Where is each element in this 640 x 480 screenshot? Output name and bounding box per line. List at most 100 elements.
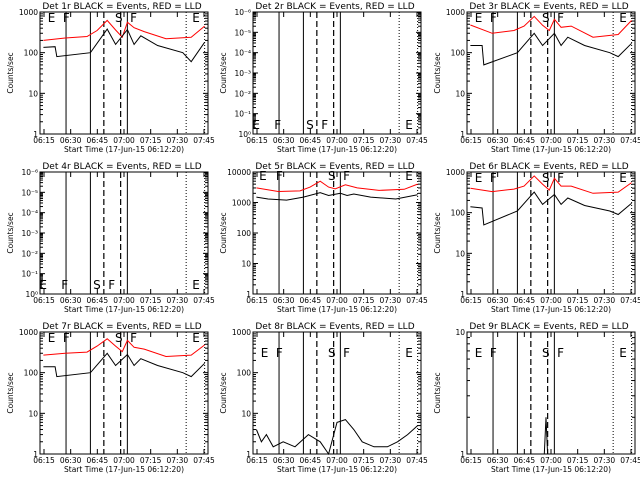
series-line-2 [43, 352, 205, 378]
marker-e: E [619, 171, 627, 185]
x-tick-label: 06:15 [460, 136, 482, 145]
marker-e: E [619, 11, 627, 25]
x-tick-label: 07:30 [380, 136, 402, 145]
plot-frame [39, 171, 209, 295]
x-tick-label: 06:30 [273, 296, 295, 305]
y-tick-label: 1 [33, 130, 38, 139]
x-tick-label: 07:45 [193, 456, 215, 465]
y-tick-label: 100 [24, 49, 39, 58]
x-tick-label: 06:45 [514, 136, 536, 145]
marker-s: S [542, 171, 550, 185]
panel-title: Det 5r BLACK = Events, RED = LLD [255, 162, 414, 172]
marker-e: E [48, 11, 56, 25]
series-line-1 [256, 180, 418, 193]
x-tick-label: 07:45 [620, 136, 640, 145]
panel-title: Det 4r BLACK = Events, RED = LLD [42, 162, 201, 172]
x-axis-label: Start Time (17-Jun-15 06:12:20) [277, 145, 397, 154]
x-tick-label: 06:45 [300, 136, 322, 145]
x-tick-label: 06:15 [33, 456, 55, 465]
y-tick-label: 10⁰ [25, 290, 38, 299]
x-tick-label: 07:45 [406, 456, 428, 465]
y-tick-label: 100 [24, 369, 39, 378]
y-tick-label: 10⁻⁴ [234, 49, 251, 58]
marker-s: S [115, 11, 123, 25]
y-tick-label: 100 [237, 369, 252, 378]
marker-s: S [542, 11, 550, 25]
x-tick-label: 06:30 [273, 456, 295, 465]
x-tick-label: 07:30 [380, 296, 402, 305]
y-tick-label: 100 [451, 209, 466, 218]
panel-8: Det 8r BLACK = Events, RED = LLD 1 10 100 10… [219, 322, 428, 474]
x-tick-label: 06:45 [87, 136, 109, 145]
marker-e: E [405, 118, 413, 132]
x-tick-label: 07:00 [326, 136, 348, 145]
plot-frame [466, 171, 636, 295]
x-axis-label: Start Time (17-Jun-15 06:12:20) [491, 145, 611, 154]
x-tick-label: 06:15 [246, 136, 268, 145]
y-axis-label: Counts/sec [6, 212, 15, 253]
y-tick-label: 10⁻¹ [21, 270, 38, 279]
x-tick-label: 07:00 [540, 456, 562, 465]
x-tick-label: 06:30 [60, 136, 82, 145]
x-tick-label: 07:15 [353, 136, 375, 145]
y-tick-label: 10⁻⁵ [21, 188, 38, 197]
x-tick-label: 06:45 [514, 456, 536, 465]
y-tick-label: 1 [460, 450, 465, 459]
marker-f: F [63, 331, 70, 345]
y-tick-label: 1 [246, 450, 251, 459]
x-tick-label: 07:15 [140, 296, 162, 305]
panel-title: Det 1r BLACK = Events, RED = LLD [42, 2, 201, 12]
y-tick-label: 10⁻⁶ [21, 168, 38, 177]
marker-s: S [115, 331, 123, 345]
x-tick-label: 07:15 [567, 136, 589, 145]
x-axis-label: Start Time (17-Jun-15 06:12:20) [64, 145, 184, 154]
x-tick-label: 07:45 [406, 136, 428, 145]
y-axis-label: Counts/sec [219, 52, 228, 93]
x-tick-label: 07:00 [540, 136, 562, 145]
marker-e: E [39, 278, 47, 292]
marker-f: F [490, 171, 497, 185]
marker-f: F [490, 11, 497, 25]
marker-f: F [276, 169, 283, 183]
panel-title: Det 3r BLACK = Events, RED = LLD [469, 2, 628, 12]
y-axis-label: Counts/sec [433, 372, 442, 413]
plot-frame [39, 331, 209, 455]
x-tick-label: 07:45 [193, 136, 215, 145]
x-tick-label: 07:00 [113, 296, 135, 305]
x-tick-label: 06:30 [60, 296, 82, 305]
marker-f: F [321, 118, 328, 132]
marker-e: E [192, 278, 200, 292]
series-line-1 [255, 419, 418, 456]
series-line-2 [470, 191, 632, 226]
marker-f: F [343, 169, 350, 183]
y-tick-label: 10000 [227, 168, 251, 177]
y-tick-label: 10⁻² [21, 249, 38, 258]
series-line-1 [543, 417, 549, 455]
x-tick-label: 06:30 [487, 456, 509, 465]
marker-e: E [475, 171, 483, 185]
marker-f: F [343, 346, 350, 360]
x-tick-label: 07:15 [353, 456, 375, 465]
plot-frame [39, 11, 209, 135]
x-tick-label: 06:15 [33, 136, 55, 145]
x-tick-label: 06:30 [60, 456, 82, 465]
panel-title: Det 8r BLACK = Events, RED = LLD [255, 322, 414, 332]
y-tick-label: 10 [241, 409, 251, 418]
panel-3: Det 3r BLACK = Events, RED = LLD 1 10 100 10… [433, 2, 640, 154]
x-tick-label: 07:15 [140, 136, 162, 145]
panel-2: Det 2r BLACK = Events, RED = LLD 10⁰ 10⁻¹ 1… [219, 2, 428, 154]
y-tick-label: 100 [237, 229, 252, 238]
panel-7: Det 7r BLACK = Events, RED = LLD 1 10 100 10… [6, 322, 215, 474]
panel-title: Det 2r BLACK = Events, RED = LLD [255, 2, 414, 12]
y-tick-label: 10⁰ [238, 130, 251, 139]
x-tick-label: 07:15 [567, 456, 589, 465]
y-tick-label: 1 [246, 290, 251, 299]
x-axis-label: Start Time (17-Jun-15 06:12:20) [64, 305, 184, 314]
y-tick-label: 1000 [232, 199, 251, 208]
marker-e: E [475, 11, 483, 25]
x-tick-label: 07:30 [167, 136, 189, 145]
x-tick-label: 07:45 [406, 296, 428, 305]
y-tick-label: 10 [455, 89, 465, 98]
marker-e: E [405, 169, 413, 183]
